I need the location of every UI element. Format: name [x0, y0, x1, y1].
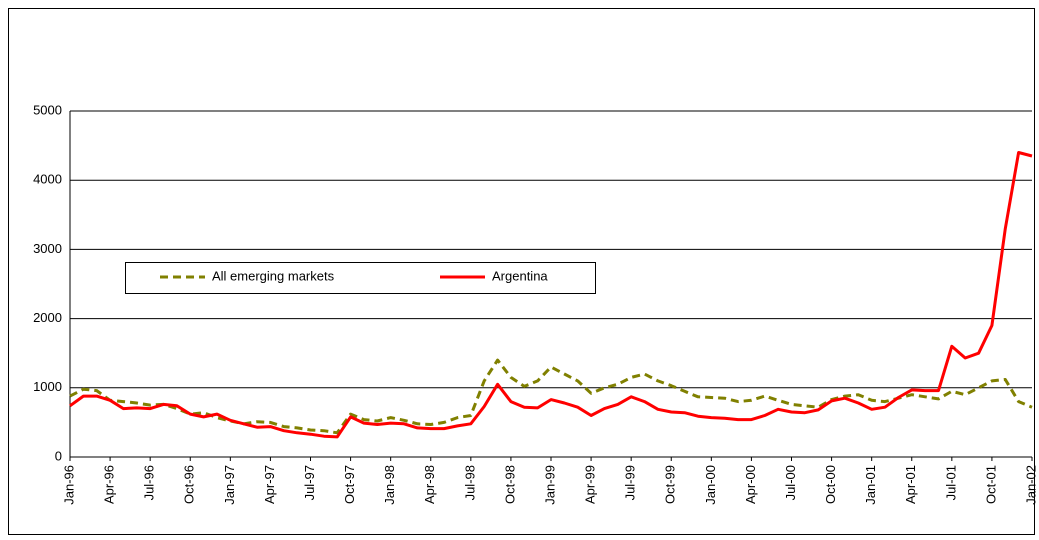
x-tick-label: Oct-00	[823, 465, 838, 504]
x-tick-label: Jul-99	[623, 465, 638, 500]
x-tick-label: Apr-00	[743, 465, 758, 504]
x-tick-label: Oct-99	[663, 465, 678, 504]
x-tick-label: Jan-98	[382, 465, 397, 505]
x-tick-label: Apr-97	[262, 465, 277, 504]
legend-label: All emerging markets	[212, 268, 335, 283]
x-tick-label: Oct-01	[983, 465, 998, 504]
x-tick-label: Oct-96	[182, 465, 197, 504]
x-tick-label: Apr-96	[102, 465, 117, 504]
x-tick-label: Jan-97	[222, 465, 237, 505]
y-tick-label: 0	[55, 448, 62, 463]
x-tick-label: Jan-00	[703, 465, 718, 505]
y-tick-label: 1000	[33, 379, 62, 394]
x-tick-label: Apr-98	[422, 465, 437, 504]
y-tick-label: 5000	[33, 102, 62, 117]
x-tick-label: Jan-99	[542, 465, 557, 505]
x-tick-label: Jul-01	[943, 465, 958, 500]
x-tick-label: Jul-96	[142, 465, 157, 500]
x-tick-label: Oct-97	[342, 465, 357, 504]
x-tick-label: Jan-96	[61, 465, 76, 505]
x-tick-label: Jan-02	[1023, 465, 1038, 505]
legend-label: Argentina	[492, 268, 548, 283]
y-tick-label: 4000	[33, 172, 62, 187]
x-tick-label: Jul-97	[302, 465, 317, 500]
y-tick-label: 2000	[33, 310, 62, 325]
x-tick-label: Apr-01	[903, 465, 918, 504]
series-line	[69, 151, 1033, 439]
y-tick-label: 3000	[33, 241, 62, 256]
x-tick-label: Jul-98	[462, 465, 477, 500]
x-tick-label: Oct-98	[502, 465, 517, 504]
x-tick-label: Apr-99	[583, 465, 598, 504]
x-tick-label: Jul-00	[783, 465, 798, 500]
x-tick-label: Jan-01	[863, 465, 878, 505]
series-line	[69, 358, 1033, 435]
